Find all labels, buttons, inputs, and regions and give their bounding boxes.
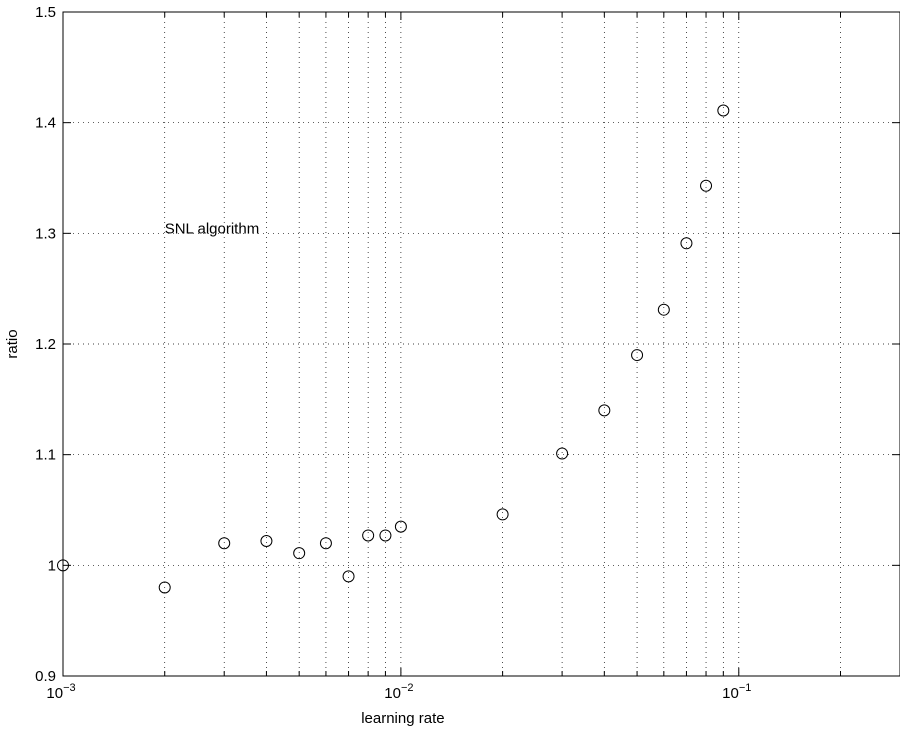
data-point <box>717 104 730 117</box>
data-point <box>218 537 231 550</box>
data-point <box>680 237 693 250</box>
data-point <box>556 447 569 460</box>
data-point <box>260 534 273 547</box>
x-tick-label: 10−3 <box>46 682 75 702</box>
data-point <box>700 179 713 192</box>
data-points <box>57 104 730 594</box>
annotation: SNL algorithm <box>165 220 259 237</box>
data-point <box>293 547 306 560</box>
y-tick-label: 1.4 <box>35 115 56 132</box>
data-point <box>631 349 644 362</box>
data-point <box>598 404 611 417</box>
data-point <box>57 559 69 572</box>
ticks <box>62 11 900 677</box>
data-point <box>657 303 670 316</box>
data-point <box>342 570 355 583</box>
data-point <box>319 537 332 550</box>
data-point <box>394 520 407 533</box>
data-point <box>158 581 171 594</box>
y-tick-label: 1 <box>48 557 56 574</box>
y-tick-label: 1.1 <box>35 447 56 464</box>
tick-labels: 0.9 1 1.1 1.2 1.3 1.4 1.5 10−3 10−2 10−1 <box>35 4 751 702</box>
y-tick-label: 1.2 <box>35 336 56 353</box>
x-axis-label: learning rate <box>361 710 444 727</box>
x-tick-label: 10−2 <box>384 682 413 702</box>
y-tick-label: 0.9 <box>35 668 56 685</box>
x-tick-label: 10−1 <box>722 682 751 702</box>
data-point <box>379 529 392 542</box>
grid <box>63 12 900 676</box>
y-tick-label: 1.3 <box>35 225 56 242</box>
data-point <box>362 529 375 542</box>
y-axis-label: ratio <box>4 329 21 358</box>
y-tick-label: 1.5 <box>35 4 56 21</box>
data-point <box>496 508 509 521</box>
